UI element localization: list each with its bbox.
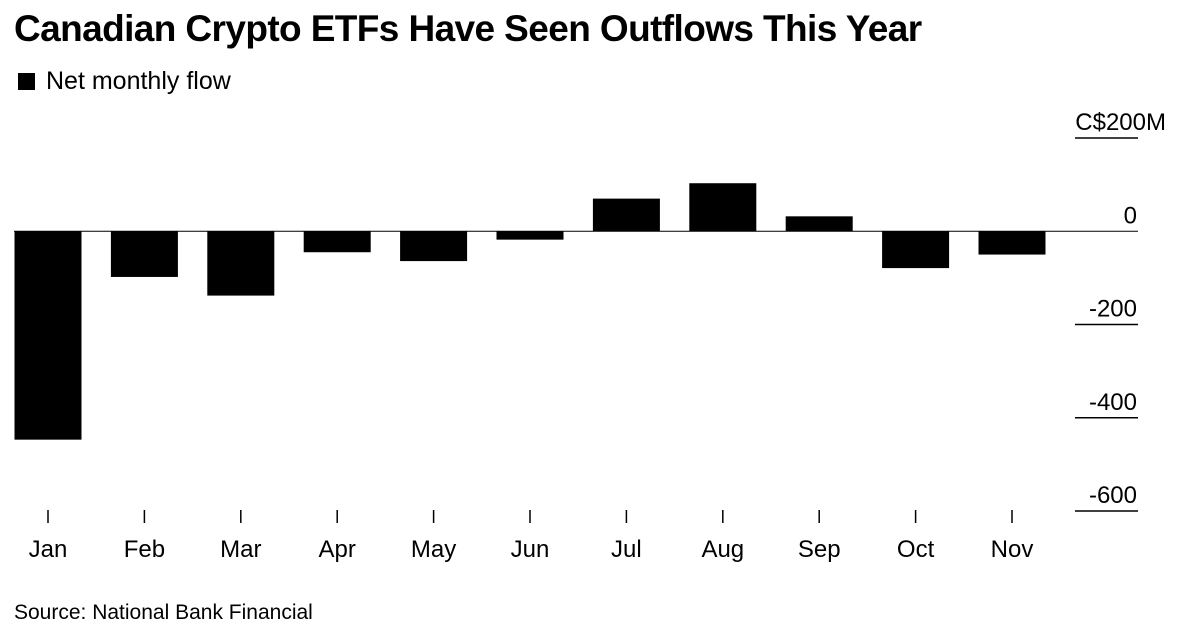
y-tick-label: 0 [1124, 202, 1137, 229]
bar-aug [689, 183, 757, 232]
legend-swatch [18, 72, 35, 90]
x-tick-label: Mar [220, 536, 261, 563]
x-tick-label: Oct [897, 536, 935, 563]
x-tick-label: Jun [511, 536, 550, 563]
legend: Net monthly flow [18, 66, 231, 96]
y-tick-label: C$200M [1075, 109, 1166, 136]
bar-oct [882, 231, 950, 269]
x-tick-label: Nov [991, 536, 1034, 563]
y-tick-label: -200 [1089, 296, 1137, 323]
bar-jan [14, 231, 82, 440]
x-tick-label: Sep [798, 536, 841, 563]
x-tick-label: Feb [124, 536, 165, 563]
source-note: Source: National Bank Financial [14, 601, 313, 624]
x-tick-label: Apr [319, 536, 356, 563]
bars-group [14, 183, 1138, 440]
x-tick-label: Jul [611, 536, 642, 563]
x-tick-label: Aug [701, 536, 744, 563]
bar-jul [592, 198, 660, 232]
bar-feb [110, 231, 178, 277]
bar-mar [207, 231, 275, 296]
bar-may [400, 231, 468, 262]
x-tick-label: May [411, 536, 456, 563]
y-tick-label: -600 [1089, 482, 1137, 509]
x-axis: Jan Feb Mar Apr May Jun Jul Aug Sep Oct Nov [29, 510, 1034, 563]
bar-jun [496, 231, 564, 240]
bar-sep [785, 216, 853, 232]
chart-title: Canadian Crypto ETFs Have Seen Outflows … [14, 8, 922, 49]
bar-apr [303, 231, 371, 253]
legend-label: Net monthly flow [46, 66, 231, 95]
bar-nov [978, 231, 1046, 255]
y-tick-label: -400 [1089, 389, 1137, 416]
x-tick-label: Jan [29, 536, 68, 563]
y-axis: C$200M 0 -200 -400 -600 [1075, 109, 1166, 512]
